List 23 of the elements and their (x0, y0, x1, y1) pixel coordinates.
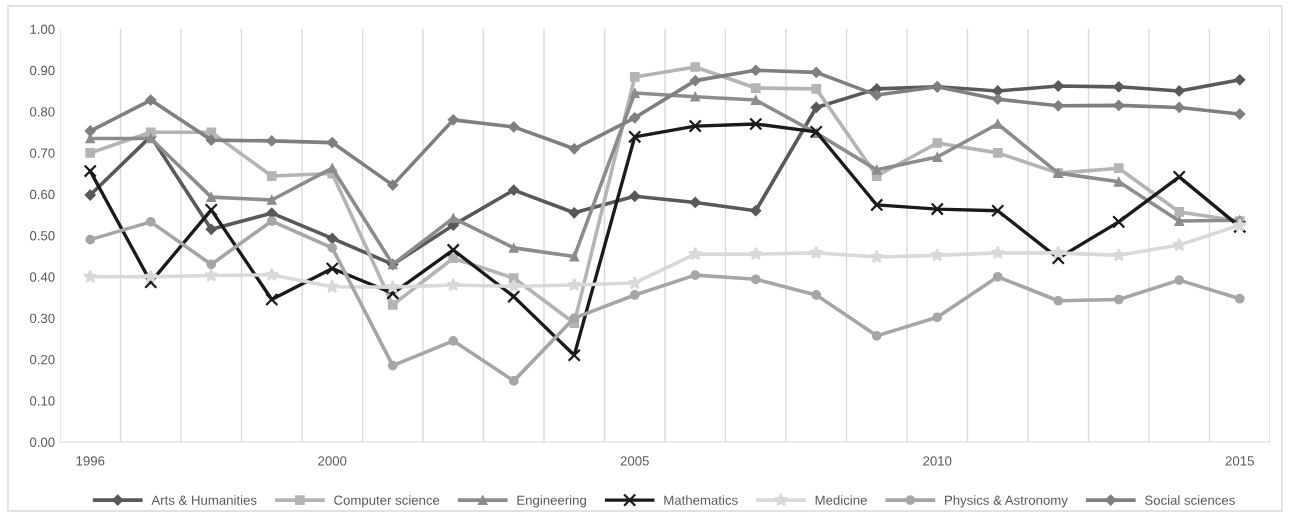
y-tick-label: 0.70 (29, 148, 55, 158)
y-tick-label: 0.50 (29, 231, 55, 241)
y-tick-label: 1.00 (30, 24, 55, 34)
legend-label: Engineering (517, 495, 586, 508)
y-tick-label: 0.60 (29, 189, 55, 200)
legend-label: Computer science (334, 495, 440, 508)
x-tick-label: 1996 (76, 456, 105, 466)
legend-label: Mathematics (664, 495, 738, 505)
y-tick-label: 0.30 (29, 313, 55, 324)
x-tick-label: 2015 (1225, 456, 1254, 466)
x-tick-label: 2000 (318, 456, 347, 466)
legend-label: Social sciences (1145, 495, 1235, 505)
legend-label: Medicine (815, 495, 867, 505)
y-tick-label: 0.10 (29, 396, 55, 406)
legend-label: Arts & Humanities (151, 495, 257, 505)
x-tick-label: 2010 (923, 456, 952, 466)
y-tick-label: 0.40 (29, 272, 55, 282)
y-tick-label: 0.00 (29, 437, 55, 447)
y-tick-label: 0.20 (29, 354, 55, 365)
legend-label: Physics & Astronomy (945, 495, 1068, 508)
x-tick-label: 2005 (620, 456, 649, 466)
y-tick-label: 0.90 (29, 65, 55, 76)
y-tick-label: 0.80 (29, 107, 55, 117)
